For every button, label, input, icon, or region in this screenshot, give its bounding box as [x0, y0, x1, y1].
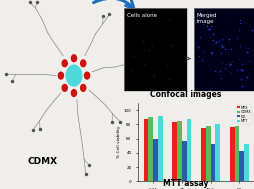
Bar — [144, 119, 148, 181]
Y-axis label: % Cell viability: % Cell viability — [117, 126, 121, 158]
Circle shape — [81, 60, 86, 67]
Bar — [201, 128, 206, 181]
Circle shape — [62, 60, 67, 67]
Text: MTT assay: MTT assay — [163, 179, 208, 188]
Bar — [172, 122, 177, 181]
Text: Merged
Image: Merged Image — [196, 13, 217, 24]
Circle shape — [71, 90, 76, 96]
Bar — [206, 126, 211, 181]
Text: Confocal images: Confocal images — [150, 90, 221, 99]
Bar — [148, 117, 153, 181]
Bar — [230, 127, 234, 181]
Circle shape — [66, 65, 82, 86]
Circle shape — [81, 84, 86, 91]
Bar — [244, 144, 249, 181]
Text: Cells alone: Cells alone — [127, 13, 157, 18]
Circle shape — [85, 72, 90, 79]
Legend: MTX, CDMX, CD, MTT: MTX, CDMX, CD, MTT — [237, 105, 252, 124]
Bar — [153, 139, 158, 181]
Circle shape — [62, 84, 67, 91]
Bar — [177, 121, 182, 181]
Bar — [234, 126, 239, 181]
Bar — [182, 141, 187, 181]
Bar — [187, 119, 191, 181]
Bar — [239, 151, 244, 181]
Circle shape — [71, 55, 76, 62]
Bar — [158, 116, 163, 181]
Text: CDMX: CDMX — [28, 157, 58, 166]
Circle shape — [58, 72, 64, 79]
Bar — [211, 144, 215, 181]
Bar — [215, 124, 220, 181]
